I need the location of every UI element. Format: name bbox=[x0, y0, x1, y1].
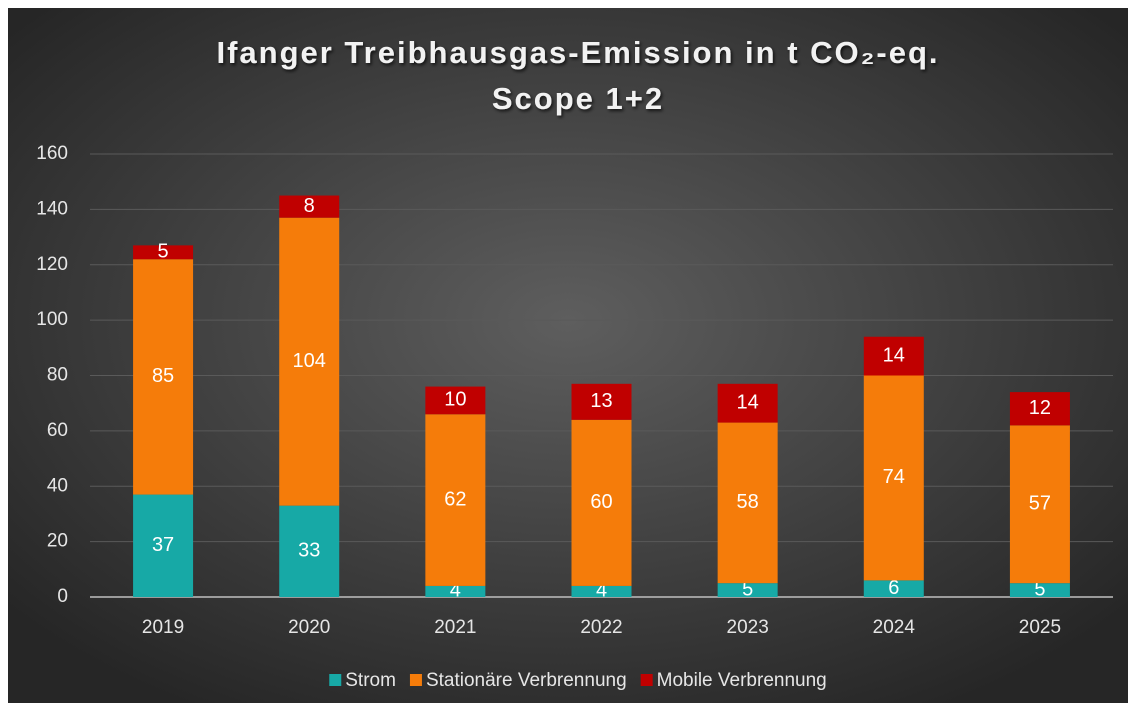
data-label: 74 bbox=[883, 466, 905, 488]
y-tick-label: 40 bbox=[47, 475, 68, 496]
bar-segment bbox=[425, 585, 486, 597]
legend-label: Strom bbox=[345, 670, 396, 691]
y-tick-label: 80 bbox=[47, 365, 68, 386]
legend-swatch bbox=[640, 674, 653, 686]
bar-segment bbox=[1009, 425, 1070, 584]
chart-subtitle: Scope 1+2 bbox=[492, 81, 664, 116]
data-label: 33 bbox=[298, 540, 320, 562]
data-label: 37 bbox=[152, 534, 174, 556]
bar-segment bbox=[863, 336, 924, 376]
bar-segment bbox=[863, 580, 924, 597]
legend-label: Stationäre Verbrennung bbox=[426, 670, 627, 691]
chart-title: Ifanger Treibhausgas-Emission in t CO₂-e… bbox=[216, 35, 939, 70]
bar-segment bbox=[571, 585, 632, 597]
bar-segment bbox=[133, 259, 194, 495]
data-label: 13 bbox=[590, 390, 612, 412]
data-label: 4 bbox=[596, 580, 607, 602]
x-tick-label: 2022 bbox=[580, 617, 622, 638]
bar-segment bbox=[571, 419, 632, 586]
data-label: 5 bbox=[158, 241, 169, 263]
data-label: 58 bbox=[737, 491, 759, 513]
bar-segment bbox=[279, 195, 340, 218]
legend-label: Mobile Verbrennung bbox=[657, 670, 827, 691]
y-tick-label: 100 bbox=[36, 309, 68, 330]
x-tick-label: 2020 bbox=[288, 617, 330, 638]
bar-segment bbox=[425, 414, 486, 586]
data-label: 14 bbox=[883, 344, 905, 366]
x-tick-label: 2024 bbox=[873, 617, 916, 638]
chart-background bbox=[8, 8, 1128, 703]
bar-segment bbox=[1009, 583, 1070, 597]
data-label: 57 bbox=[1029, 493, 1051, 515]
bar-segment bbox=[133, 245, 194, 260]
data-label: 104 bbox=[293, 350, 326, 372]
bar-segment bbox=[717, 422, 778, 584]
legend-swatch bbox=[409, 674, 422, 686]
bar-segment bbox=[571, 383, 632, 420]
data-label: 8 bbox=[304, 195, 315, 217]
x-tick-label: 2021 bbox=[434, 617, 476, 638]
data-label: 12 bbox=[1029, 397, 1051, 419]
y-tick-label: 0 bbox=[57, 586, 68, 607]
data-label: 60 bbox=[590, 491, 612, 513]
data-label: 5 bbox=[1034, 578, 1045, 600]
data-label: 4 bbox=[450, 580, 461, 602]
bar-segment bbox=[279, 505, 340, 597]
y-tick-label: 160 bbox=[36, 143, 68, 164]
data-label: 5 bbox=[742, 578, 753, 600]
x-tick-label: 2023 bbox=[727, 617, 769, 638]
bar-segment bbox=[279, 217, 340, 506]
bar-segment bbox=[1009, 392, 1070, 426]
y-tick-label: 20 bbox=[47, 531, 68, 552]
x-tick-label: 2019 bbox=[142, 617, 184, 638]
data-label: 6 bbox=[888, 577, 899, 599]
bar-segment bbox=[425, 386, 486, 415]
y-tick-label: 140 bbox=[36, 198, 68, 219]
data-label: 10 bbox=[444, 389, 466, 411]
y-tick-label: 120 bbox=[36, 254, 68, 275]
bar-segment bbox=[133, 494, 194, 597]
bar-segment bbox=[717, 383, 778, 423]
data-label: 62 bbox=[444, 488, 466, 510]
data-label: 14 bbox=[737, 391, 759, 413]
legend-swatch bbox=[329, 674, 342, 686]
bar-segment bbox=[863, 375, 924, 581]
y-tick-label: 60 bbox=[47, 420, 68, 441]
bar-segment bbox=[717, 583, 778, 597]
x-tick-label: 2025 bbox=[1019, 617, 1061, 638]
data-label: 85 bbox=[152, 365, 174, 387]
